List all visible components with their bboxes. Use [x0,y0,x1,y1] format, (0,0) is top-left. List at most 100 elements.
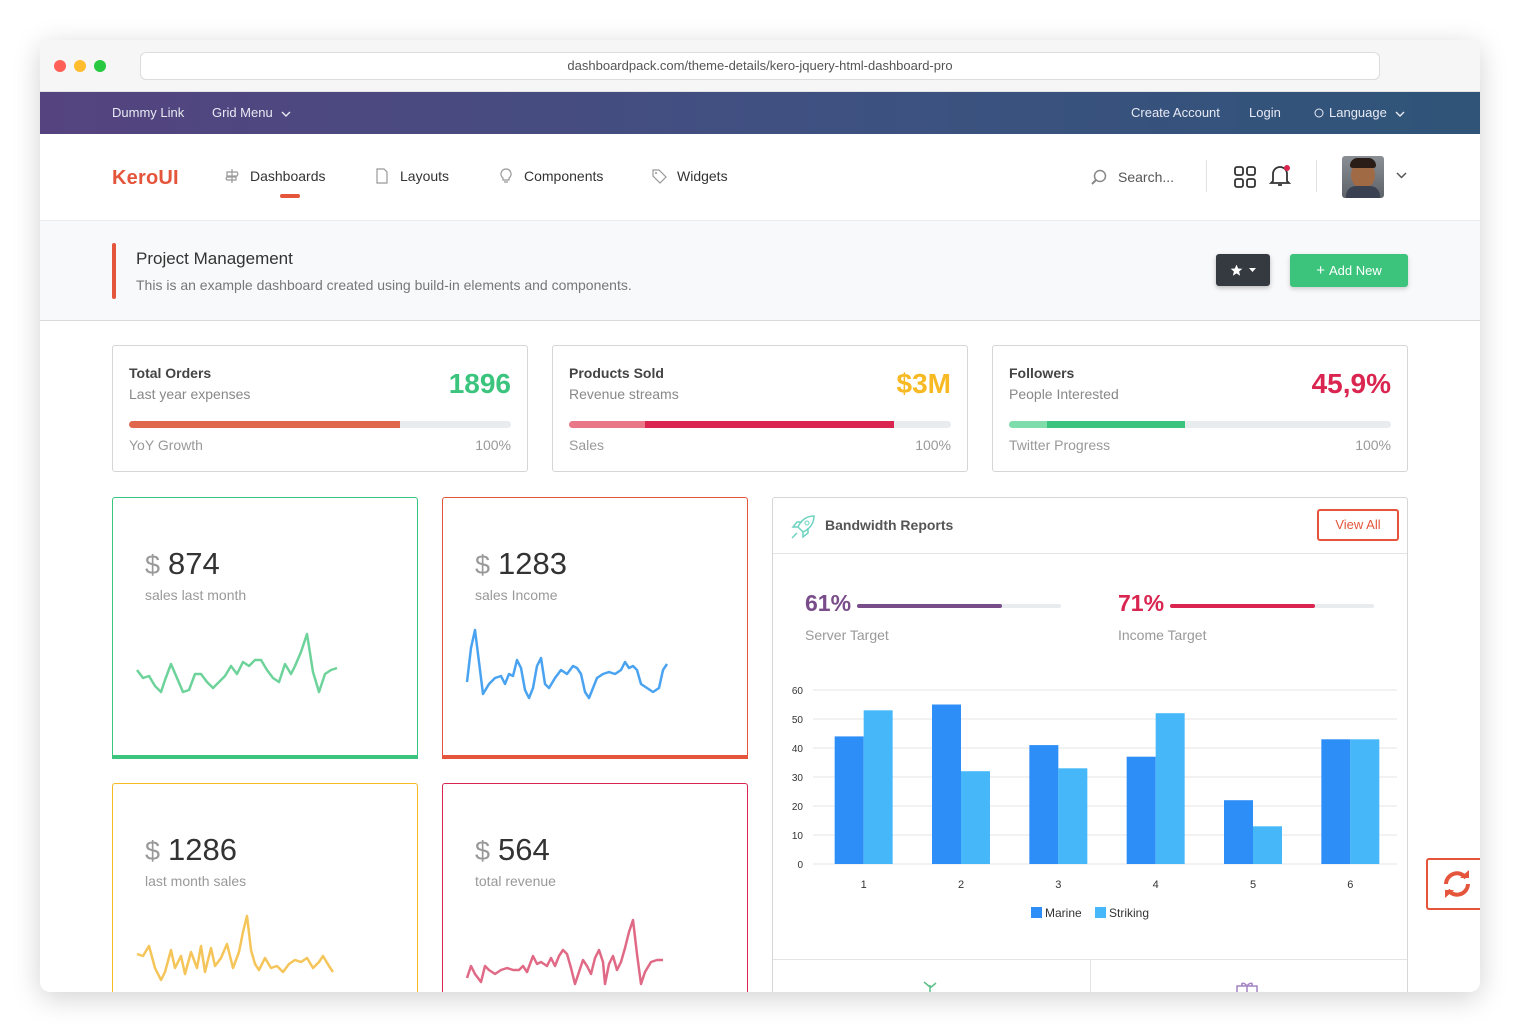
card-bottom-accent [112,755,418,759]
stat-title: Products Sold [569,365,664,381]
page-subtitle: This is an example dashboard created usi… [136,277,632,293]
language-menu[interactable]: Language [1314,105,1405,120]
x-tick-label: 3 [1055,879,1061,891]
target-progress-track [857,604,1061,608]
bell-icon[interactable] [1269,164,1291,188]
x-tick-label: 1 [861,879,867,891]
stat-footer-label: Sales [569,437,605,453]
bar-marine [1029,745,1059,864]
card-amount: $874 [145,546,220,582]
target-progress-track [1170,604,1374,608]
grid-menu-link[interactable]: Grid Menu [212,105,291,120]
amount-value: 1283 [498,546,567,581]
amount-value: 564 [498,832,550,867]
target-progress-fill [857,604,1002,608]
gift-icon [1236,982,1258,992]
card-label: sales Income [475,587,558,603]
legend-label: Marine [1045,906,1082,920]
target-percent: 71% [1118,590,1165,616]
stat-progress-fill [569,421,646,428]
bar-marine [1224,800,1253,864]
sparkline [465,628,669,700]
stat-card-products-sold: Products Sold Revenue streams $3M Sales … [552,345,968,472]
grid-icon[interactable] [1234,166,1256,188]
stat-value: $3M [896,368,951,399]
y-tick-label: 40 [792,744,804,755]
tag-icon [652,169,667,184]
stat-value: 1896 [448,368,511,399]
add-new-button[interactable]: + Add New [1290,254,1408,287]
target-label: Server Target [805,627,889,643]
bandwidth-bar-chart: 0 10 20 30 40 50 60 1 2 3 4 5 6 Marine Striking [792,686,1397,920]
logo[interactable]: KeroUI [112,167,179,189]
search-icon [1091,169,1107,185]
globe-icon [1314,108,1324,118]
card-title: Bandwidth Reports [825,517,954,533]
x-tick-label: 4 [1153,879,1159,891]
search-box[interactable]: Search... [1090,168,1174,186]
plant-icon [923,981,937,992]
stat-footer-label: YoY Growth [129,437,203,453]
divider [1316,160,1317,192]
nav-item-dashboards[interactable]: Dashboards [224,168,326,184]
close-window-dot[interactable] [54,60,66,72]
x-tick-label: 2 [958,879,964,891]
y-tick-label: 0 [797,860,803,871]
currency-symbol: $ [475,550,491,580]
card-label: total revenue [475,873,556,889]
card-amount: $1286 [145,832,237,868]
spark-card-total-revenue: $564 total revenue [442,783,748,992]
chevron-down-icon[interactable] [1396,172,1407,179]
spark-card-sales-income: $1283 sales Income [442,497,748,759]
chevron-down-icon [1395,111,1405,117]
dummy-link[interactable]: Dummy Link [112,105,185,120]
nav-item-widgets[interactable]: Widgets [651,168,728,184]
income-target: 71% Income Target [1118,590,1374,643]
caret-down-icon [1249,268,1256,272]
spark-card-sales-last-month: $874 sales last month [112,497,418,759]
bar-striking [863,710,893,864]
bar-striking [1058,768,1088,864]
sparkline [136,632,338,694]
nav-label-widgets: Widgets [677,168,728,184]
lightbulb-icon [500,168,512,183]
target-progress-fill [1170,604,1315,608]
nav-item-layouts[interactable]: Layouts [374,168,449,184]
browser-chrome: dashboardpack.com/theme-details/kero-jqu… [40,40,1480,92]
y-tick-label: 50 [792,715,804,726]
y-tick-label: 10 [792,831,804,842]
bar-marine [1321,739,1351,864]
stat-value: 45,9% [1311,368,1391,399]
stat-progress-track [1009,421,1391,428]
nav-label-components: Components [524,168,604,184]
legend-label: Striking [1109,906,1149,920]
favorites-dropdown-button[interactable] [1216,254,1270,286]
nav-label-layouts: Layouts [400,168,450,184]
rocket-icon [791,515,815,539]
avatar[interactable] [1342,156,1384,198]
stat-footer-percent: 100% [915,437,951,453]
bar-marine [834,736,864,864]
signpost-icon [225,169,239,183]
stat-footer-percent: 100% [1355,437,1391,453]
chevron-down-icon [281,111,291,117]
stat-card-total-orders: Total Orders Last year expenses 1896 YoY… [112,345,528,472]
page-header: Project Management This is an example da… [40,221,1480,321]
sparkline [136,914,335,982]
grid-menu-label: Grid Menu [212,105,273,120]
view-all-button[interactable]: View All [1317,509,1399,541]
stat-title: Total Orders [129,365,212,381]
minimize-window-dot[interactable] [74,60,86,72]
spark-card-last-month-sales: $1286 last month sales [112,783,418,992]
title-accent-bar [112,243,116,299]
nav-item-components[interactable]: Components [498,168,603,184]
login-link[interactable]: Login [1249,105,1281,120]
divider [1206,160,1207,192]
create-account-link[interactable]: Create Account [1131,105,1220,120]
maximize-window-dot[interactable] [94,60,106,72]
refresh-button[interactable] [1426,858,1480,910]
address-bar[interactable]: dashboardpack.com/theme-details/kero-jqu… [140,52,1380,80]
card-header: Bandwidth Reports View All [773,498,1407,554]
plus-icon: + [1316,262,1325,279]
target-percent: 61% [805,590,852,616]
